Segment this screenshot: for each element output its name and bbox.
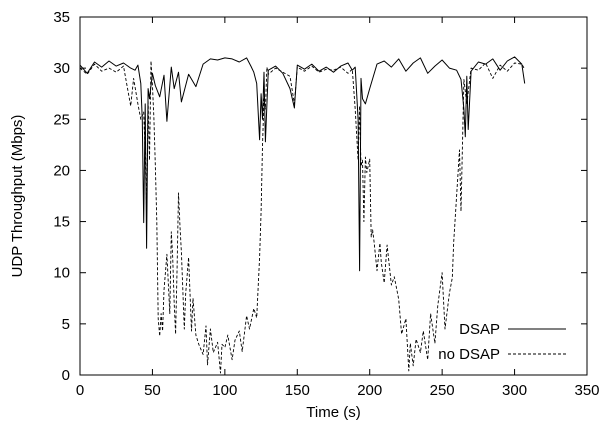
plot-frame (79, 16, 588, 376)
legend-label: DSAP (459, 321, 500, 338)
x-tick-label: 350 (574, 382, 599, 399)
series-line-dsap (79, 56, 526, 272)
x-tick-label: 100 (212, 382, 237, 399)
y-tick-label: 20 (53, 162, 70, 179)
y-tick-label: 10 (53, 265, 70, 282)
legend: DSAP no DSAP (438, 321, 566, 363)
x-axis-label: Time (s) (306, 404, 360, 421)
series-lines (79, 56, 526, 374)
x-tick-label: 150 (285, 382, 310, 399)
y-tick-label: 5 (62, 316, 70, 333)
y-tick-label: 30 (53, 60, 70, 77)
y-tick-label: 25 (53, 111, 70, 128)
y-tick-label: 15 (53, 214, 70, 231)
y-axis-label: UDP Throughput (Mbps) (9, 115, 26, 278)
series-line-no-dsap (79, 60, 526, 374)
x-tick-label: 200 (357, 382, 382, 399)
y-tick-label: 35 (53, 9, 70, 26)
x-tick-label: 300 (502, 382, 527, 399)
x-tick-label: 250 (430, 382, 455, 399)
x-tick-label: 50 (144, 382, 161, 399)
x-tick-label: 0 (76, 382, 84, 399)
legend-label: no DSAP (438, 346, 500, 363)
axis-ticks: 0 50 100 150 200 250 300 350 0 5 10 15 20 25 30 35 (53, 9, 599, 399)
y-tick-label: 0 (62, 367, 70, 384)
